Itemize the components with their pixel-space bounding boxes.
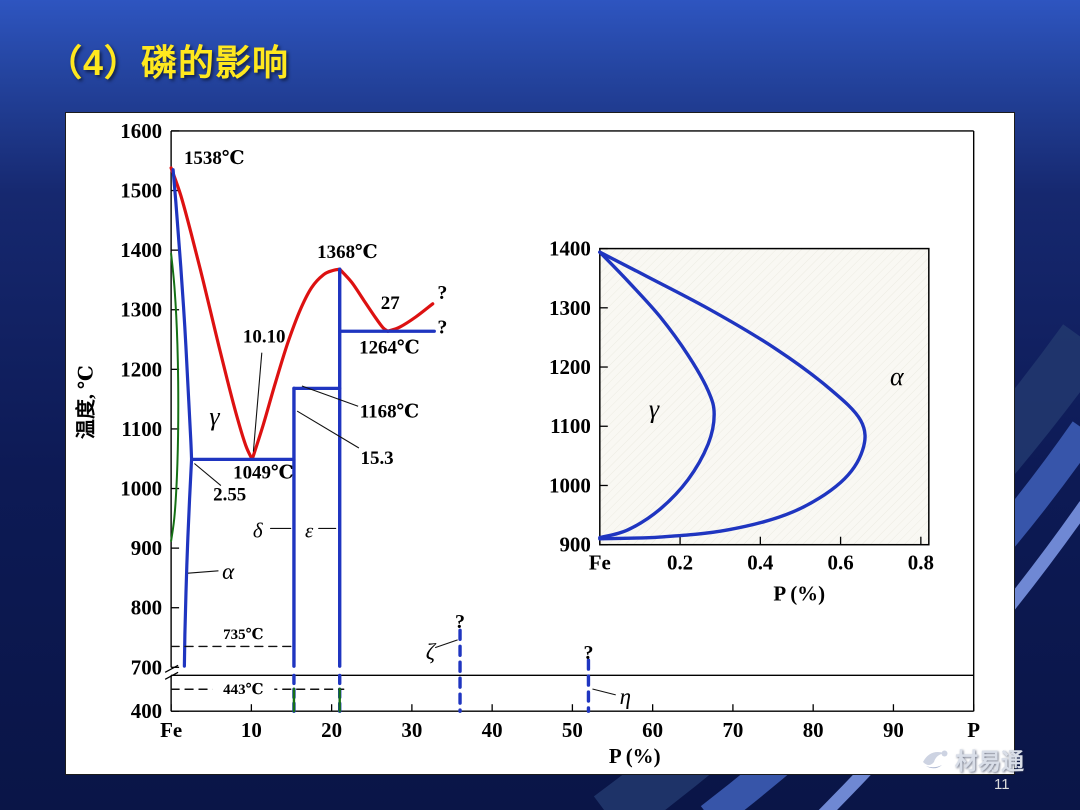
- annotation-label: ε: [305, 519, 314, 543]
- series-liquidus-fe-side: [169, 166, 254, 461]
- y-tick-label: 1300: [120, 298, 162, 322]
- y-tick-label: 1100: [550, 414, 591, 438]
- y-tick-label: 400: [131, 699, 162, 723]
- annotation-label: 1168℃: [360, 402, 420, 423]
- annotation-label: δ: [253, 519, 263, 543]
- annotation-leader: [194, 463, 222, 486]
- x-tick-label: 0.4: [747, 551, 774, 575]
- label-mask: [212, 680, 275, 701]
- series-gamma-loop-outer-boundary: [598, 250, 867, 541]
- y-tick-label: 800: [131, 596, 162, 620]
- annotation-label: 443℃: [223, 682, 263, 698]
- annotation-label: ?: [455, 611, 465, 633]
- y-tick-label: 1300: [549, 296, 591, 320]
- y-tick-label: 1400: [120, 238, 162, 262]
- y-tick-label: 900: [131, 536, 162, 560]
- annotation-leader: [301, 385, 359, 407]
- series-liquidus-falling: [338, 267, 390, 333]
- brand-watermark: 材易通: [920, 742, 1024, 776]
- annotation-label: 10.10: [243, 327, 286, 348]
- series-solidus-fe-side: [171, 168, 194, 461]
- annotation-label: γ: [649, 395, 660, 424]
- annotation-label: 1049℃: [233, 462, 294, 483]
- y-tick-label: 1600: [120, 119, 162, 143]
- x-tick-label: 40: [482, 718, 503, 742]
- annotation-label: 1264℃: [359, 337, 420, 358]
- x-tick-label: 90: [883, 718, 904, 742]
- series-gamma-loop-inner-boundary: [598, 250, 716, 540]
- y-tick-label: 1000: [549, 473, 591, 497]
- y-tick-label: 900: [559, 533, 590, 557]
- annotation-label: 735℃: [223, 627, 263, 643]
- x-tick-label: 60: [642, 718, 663, 742]
- x-tick-label: P: [967, 718, 980, 742]
- x-tick-label: 80: [803, 718, 824, 742]
- y-tick-label: 1200: [549, 355, 591, 379]
- x-tick-label: 30: [401, 718, 422, 742]
- x-tick-label: 0.2: [667, 551, 693, 575]
- main-phase-diagram: 1600150014001300120011001000900800700400…: [73, 119, 980, 768]
- annotation-label: ?: [437, 282, 447, 304]
- annotation-label: 27: [381, 293, 400, 314]
- annotation-label: α: [222, 559, 235, 584]
- x-tick-label: 10: [241, 718, 262, 742]
- annotation-label: η: [620, 684, 631, 709]
- inset-frame: [599, 247, 930, 546]
- annotation-label: α: [890, 362, 905, 391]
- annotation-leader: [187, 570, 219, 574]
- fe-p-phase-diagram-figure: 1600150014001300120011001000900800700400…: [73, 119, 980, 768]
- annotation-label: ζ: [426, 639, 437, 664]
- slide-title: （4）磷的影响: [46, 42, 290, 83]
- x-tick-label: 50: [562, 718, 583, 742]
- y-tick-label: 1500: [120, 179, 162, 203]
- series-gamma-loop-small: [170, 252, 180, 543]
- x-tick-label: Fe: [160, 718, 182, 742]
- annotation-leader: [252, 352, 263, 452]
- annotation-label: ?: [437, 316, 447, 338]
- x-tick-label: 0.6: [828, 551, 854, 575]
- annotation-label: 1538℃: [184, 148, 245, 169]
- annotation-label: 15.3: [361, 448, 394, 469]
- axis-break-mark: [164, 671, 179, 680]
- y-tick-label: 1000: [120, 477, 162, 501]
- brand-logo-icon: [923, 750, 948, 769]
- y-tick-label: 1400: [549, 237, 591, 261]
- brand-name: 材易通: [955, 748, 1024, 774]
- x-tick-label: Fe: [589, 551, 611, 575]
- annotation-leader: [434, 639, 458, 649]
- y-tick-label: 1200: [120, 357, 162, 381]
- annotation-leader: [592, 688, 616, 696]
- y-tick-label: 700: [131, 655, 162, 679]
- annotation-label: 1368℃: [317, 242, 378, 263]
- x-axis-title: P (%): [773, 582, 825, 606]
- series-alpha-solvus: [182, 457, 194, 668]
- annotation-leader: [296, 410, 360, 449]
- page-number: 11: [994, 776, 1010, 793]
- x-tick-label: 20: [321, 718, 342, 742]
- series-liquidus-rising: [250, 267, 342, 461]
- annotation-label: ?: [583, 642, 593, 664]
- x-tick-label: 70: [722, 718, 743, 742]
- y-axis-title: 温度, ℃: [73, 365, 97, 439]
- x-axis-title: P (%): [609, 744, 661, 768]
- annotation-label: γ: [209, 402, 220, 431]
- annotation-label: 2.55: [213, 485, 246, 506]
- figure-panel: 1600 1500 1400 1300 1200 1100 1000 900 800 700 400…: [65, 112, 1015, 775]
- y-tick-label: 1100: [121, 417, 162, 441]
- axis-break-mark: [164, 664, 179, 673]
- x-tick-label: 0.8: [908, 551, 934, 575]
